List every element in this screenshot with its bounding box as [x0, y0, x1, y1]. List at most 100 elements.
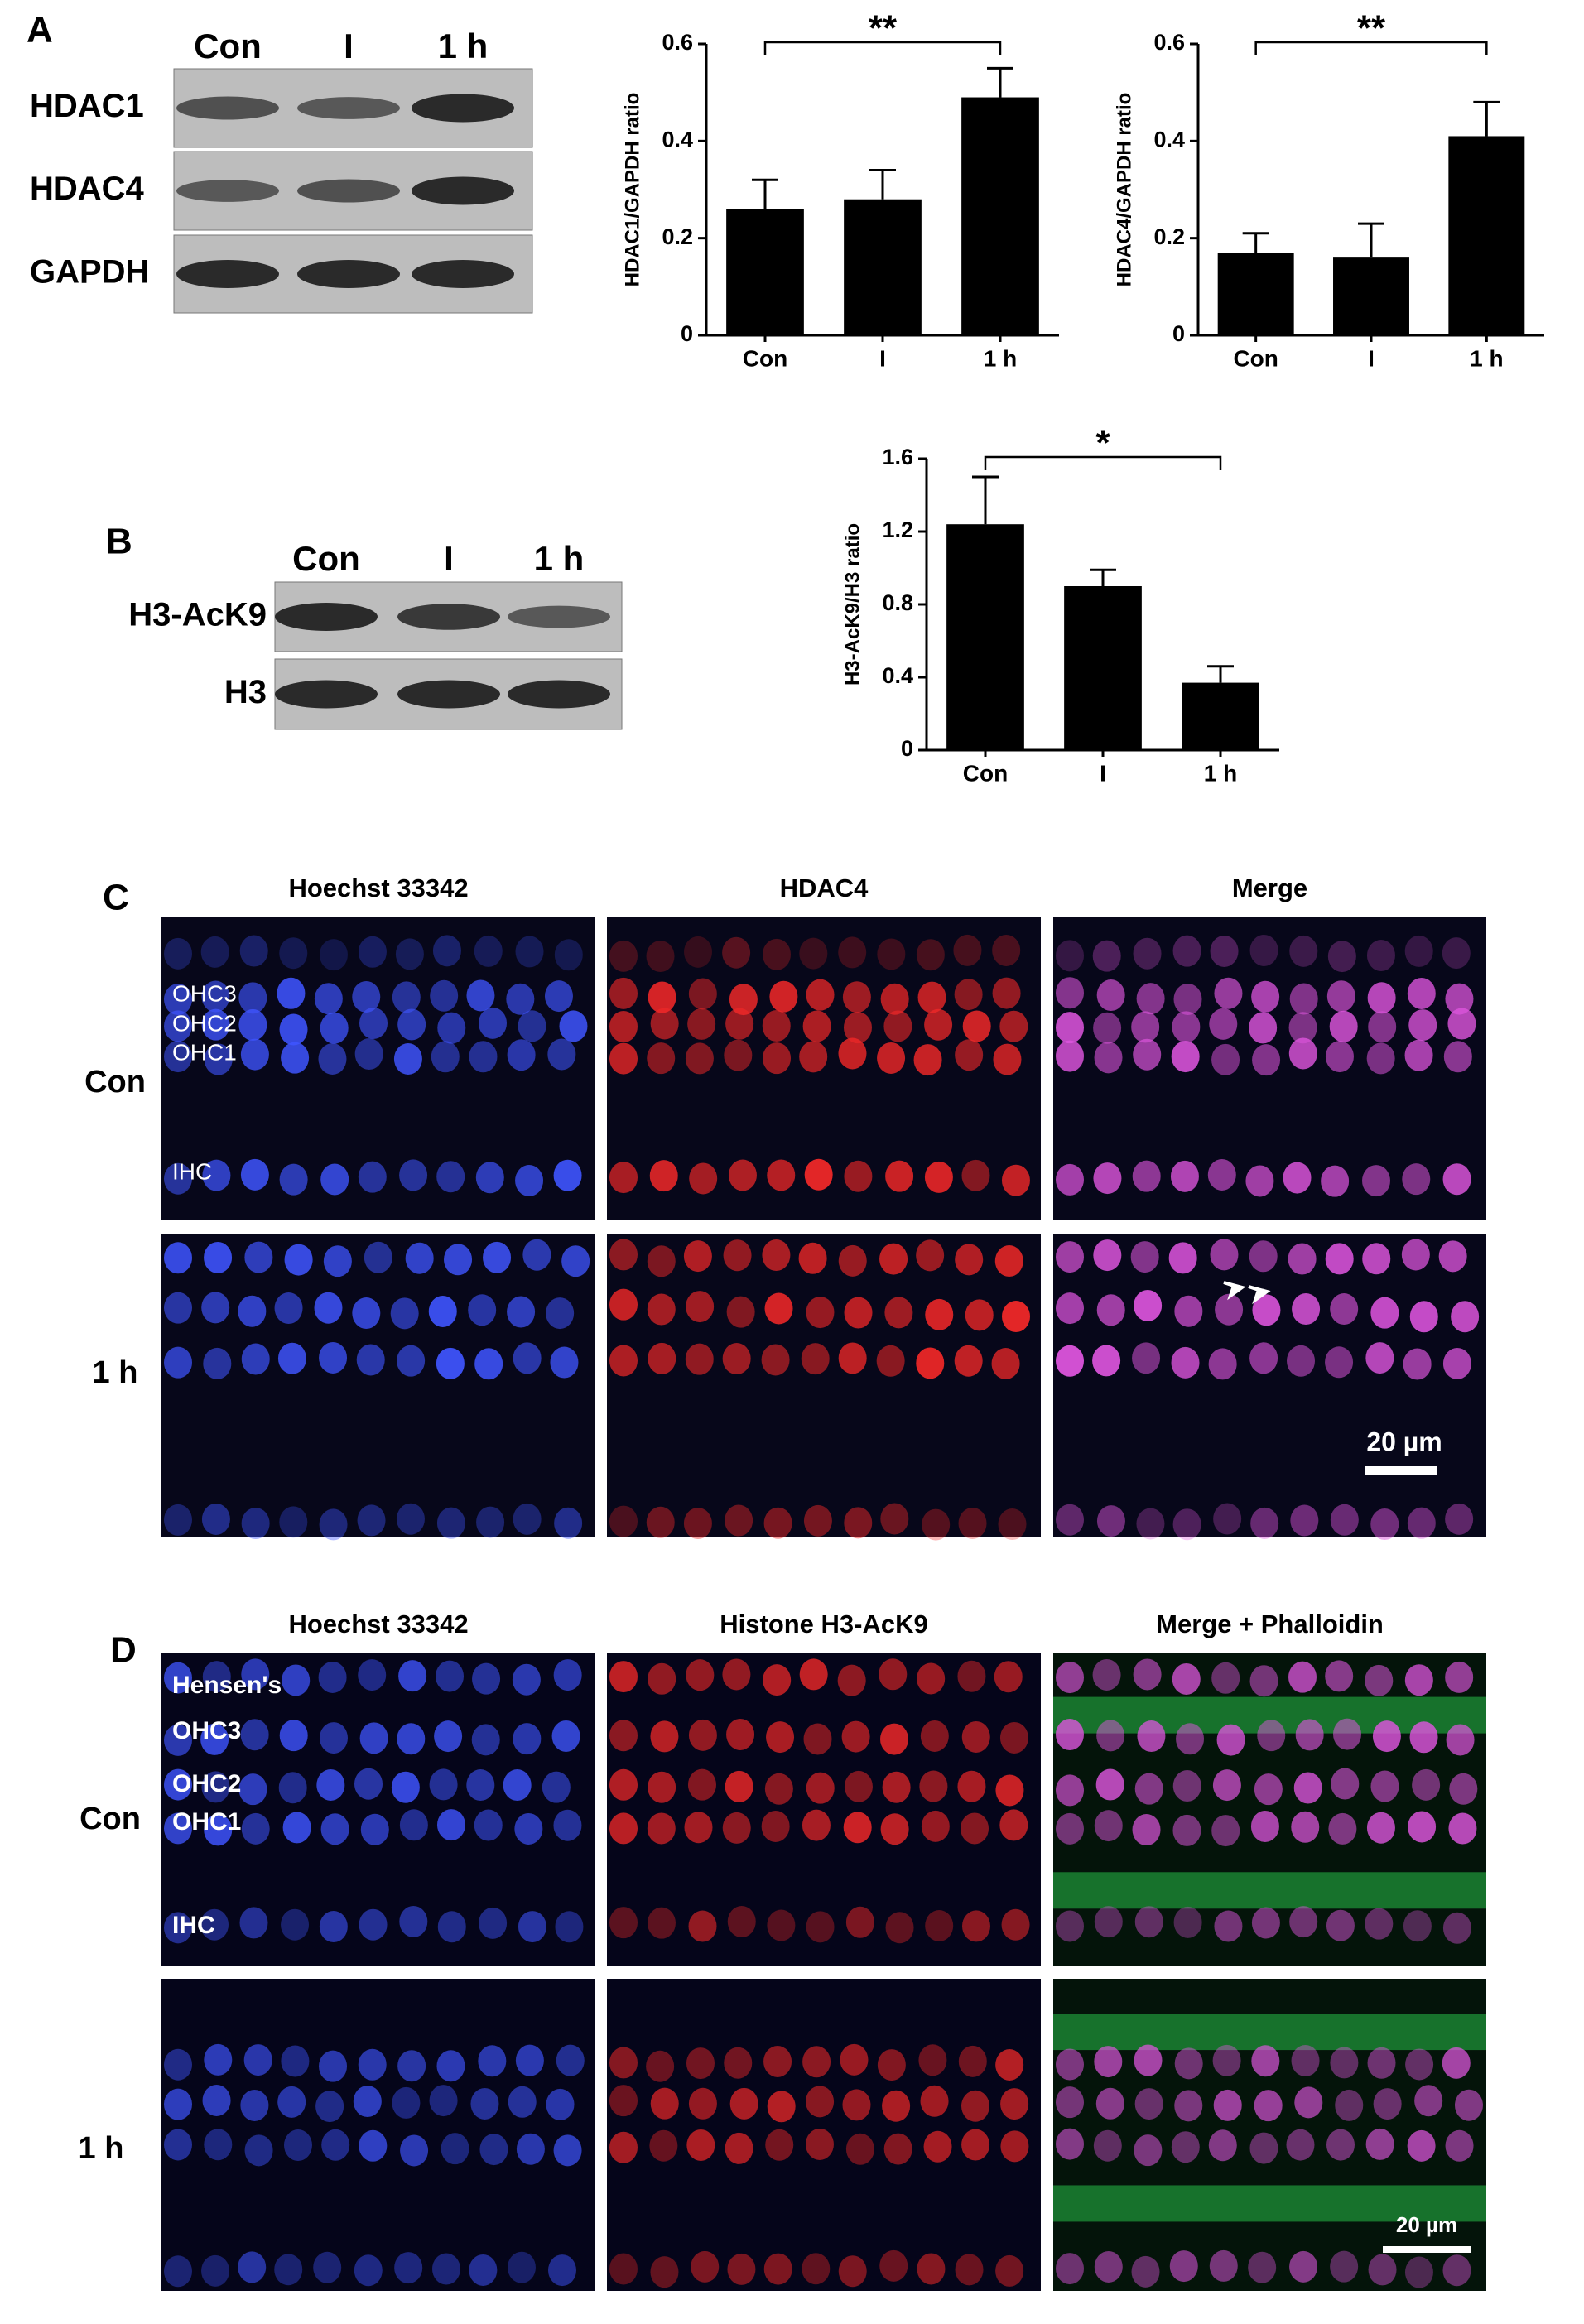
nucleus [885, 1160, 914, 1192]
nucleus [553, 1809, 582, 1841]
nucleus [687, 1008, 716, 1040]
nucleus [466, 979, 495, 1012]
significance-bracket [1254, 41, 1488, 55]
nucleus [244, 1241, 273, 1273]
nucleus [1442, 1347, 1471, 1379]
nucleus [992, 934, 1021, 966]
nucleus [319, 1911, 348, 1943]
nucleus [1402, 1163, 1431, 1196]
nucleus [992, 977, 1021, 1009]
panel-label: D [110, 1630, 137, 1671]
nucleus [723, 1239, 752, 1272]
nucleus [466, 1769, 495, 1802]
y-tick-label: 0.4 [662, 127, 693, 152]
nucleus [1283, 1162, 1312, 1194]
nucleus [1094, 1810, 1123, 1842]
nucleus [843, 1012, 872, 1044]
nucleus [390, 1297, 419, 1330]
nucleus [1442, 2047, 1471, 2079]
nucleus [728, 1159, 757, 1191]
nucleus [240, 1158, 269, 1191]
nucleus [1136, 983, 1165, 1015]
nucleus [479, 1007, 508, 1039]
nucleus [767, 1159, 796, 1191]
nucleus [879, 1658, 908, 1691]
nucleus [164, 2088, 192, 2120]
micrograph [607, 1234, 1041, 1537]
nucleus [1174, 1295, 1203, 1327]
nucleus [1171, 1041, 1200, 1073]
nucleus [1132, 1160, 1161, 1192]
nucleus [1134, 2044, 1163, 2076]
nucleus [916, 1239, 945, 1272]
nucleus [429, 1768, 458, 1801]
error-bar [1358, 222, 1384, 258]
nucleus [1442, 937, 1471, 970]
nucleus [921, 1810, 950, 1842]
nucleus [802, 2253, 831, 2285]
nucleus [994, 1661, 1023, 1693]
nucleus [722, 936, 751, 969]
nucleus [1335, 2089, 1364, 2121]
panel-label: B [106, 522, 132, 562]
nucleus [688, 978, 717, 1010]
nucleus [556, 2044, 585, 2076]
nucleus [1211, 1815, 1240, 1847]
nucleus [995, 1774, 1024, 1807]
nucleus [686, 2047, 715, 2080]
nucleus [1368, 2254, 1397, 2286]
nucleus [961, 2090, 990, 2122]
nucleus [879, 1723, 908, 1755]
nucleus [1137, 1720, 1166, 1753]
nucleus [319, 1508, 348, 1541]
nucleus [399, 1159, 428, 1191]
nucleus [923, 2130, 952, 2163]
nucleus [884, 1297, 913, 1329]
nucleus [1407, 2129, 1436, 2162]
nucleus [164, 2129, 192, 2161]
lane-label: I [344, 26, 354, 65]
nucleus [843, 1812, 872, 1844]
nucleus [397, 1723, 426, 1755]
micrograph [1053, 1234, 1486, 1537]
nucleus [955, 1039, 984, 1071]
nucleus [917, 981, 946, 1013]
nucleus [320, 1163, 349, 1196]
nucleus [318, 1661, 347, 1693]
nucleus [279, 1013, 308, 1046]
y-axis-label: H3-AcK9/H3 ratio [841, 523, 864, 686]
nucleus [1327, 941, 1356, 973]
nucleus [687, 1768, 716, 1801]
nucleus [164, 1242, 192, 1274]
blot-band [412, 176, 514, 205]
x-tick-label: Con [743, 345, 787, 371]
nucleus [1131, 1011, 1160, 1043]
nucleus [838, 936, 867, 969]
nucleus [513, 1342, 542, 1374]
nucleus [313, 2251, 342, 2283]
nucleus [1251, 980, 1280, 1013]
blot-row-label: GAPDH [30, 254, 149, 291]
nucleus [397, 1008, 426, 1041]
nucleus [359, 1722, 388, 1754]
nucleus [1287, 1345, 1316, 1377]
nucleus [844, 1507, 873, 1539]
nucleus [469, 2254, 498, 2286]
nucleus [201, 1771, 230, 1803]
blot-row-label: H3-AcK9 [128, 597, 267, 633]
nucleus [474, 1348, 503, 1380]
nucleus [609, 940, 638, 972]
x-tick-label: Con [963, 760, 1008, 786]
nucleus [516, 2133, 545, 2165]
nucleus [685, 1343, 714, 1375]
nucleus [1288, 1012, 1317, 1044]
nucleus [1412, 1768, 1441, 1801]
significance-label: ** [1357, 8, 1386, 49]
nucleus [1056, 1040, 1084, 1072]
nucleus [880, 983, 909, 1015]
nucleus [1134, 1773, 1163, 1805]
nucleus [686, 2129, 715, 2161]
nucleus [609, 1768, 638, 1801]
nucleus [1370, 1508, 1399, 1541]
nucleus [1368, 1011, 1397, 1043]
